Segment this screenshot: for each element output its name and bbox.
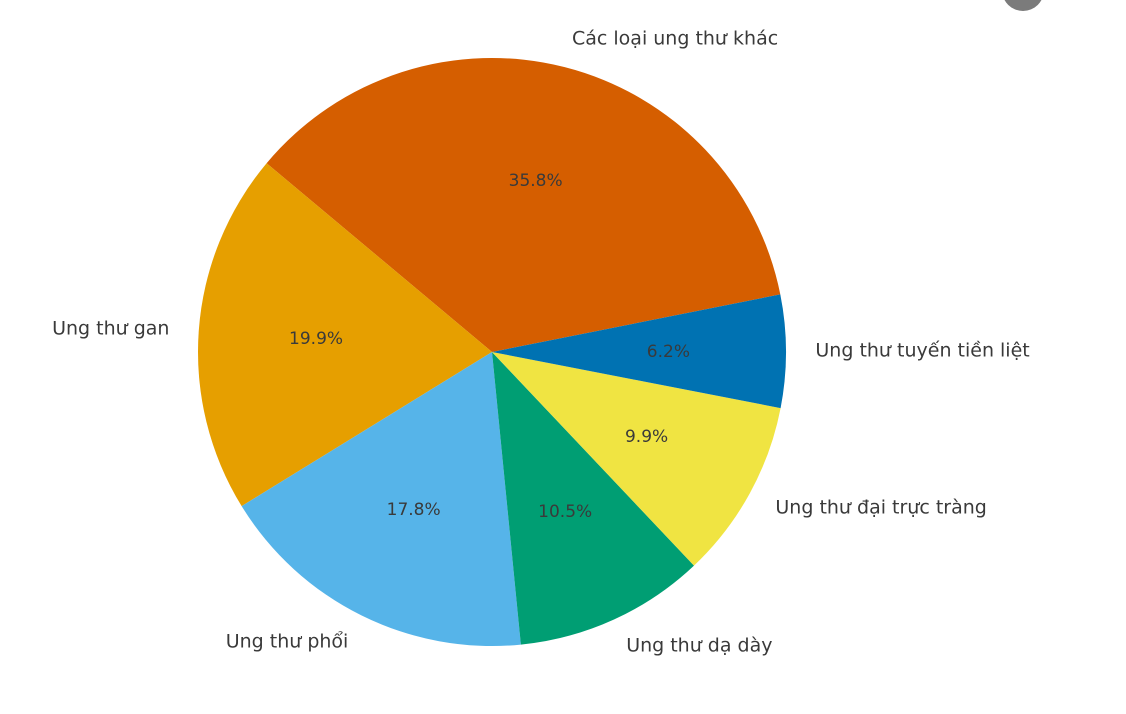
slice-percent-label: 19.9% [289,328,344,349]
pie-slice-4 [492,352,781,566]
slice-category-label: Ung thư đại trực tràng [775,496,987,519]
top-right-circle-fragment [1002,0,1044,11]
slice-percent-label: 9.9% [624,426,669,447]
slice-category-label: Ung thư dạ dày [626,634,773,657]
pie-slice-5 [492,294,786,409]
pie-slice-3 [492,352,694,645]
slice-percent-label: 35.8% [508,170,563,191]
slice-percent-label: 6.2% [646,341,690,362]
slice-category-label: Ung thư tuyến tiền liệt [815,339,1030,362]
slice-category-label: Các loại ung thư khác [572,27,779,50]
slice-category-label: Ung thư phổi [225,630,349,653]
slice-percent-label: 17.8% [386,499,441,520]
pie-slice-1 [197,163,492,507]
slice-category-label: Ung thư gan [52,317,170,340]
slice-percent-label: 10.5% [538,502,593,523]
pie-slice-0 [266,57,781,352]
pie-slice-2 [241,352,521,647]
pie-wedges [197,57,786,647]
